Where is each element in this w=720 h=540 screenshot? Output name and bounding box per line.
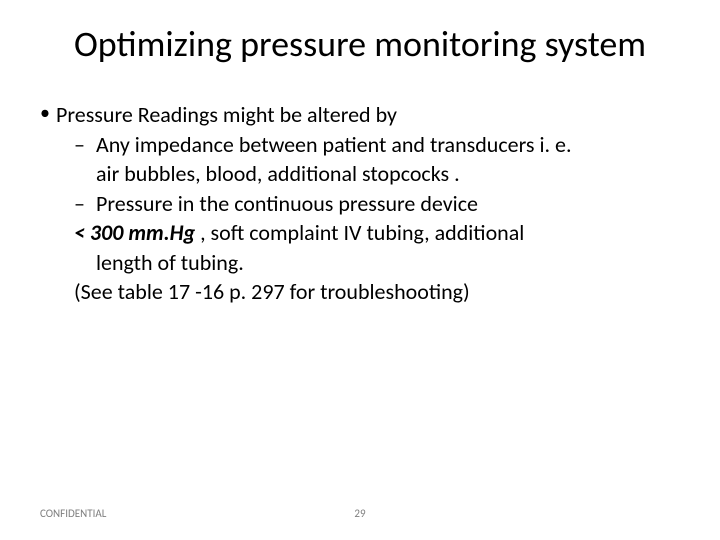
sub1-line1-text: Any impedance between patient and transd… — [96, 131, 572, 158]
note-line: (See table 17 -16 p. 297 for troubleshoo… — [34, 278, 690, 306]
bullet-level2: Any impedance between patient and transd… — [34, 131, 690, 159]
footer-page-number: 29 — [354, 507, 365, 520]
slide-body: Pressure Readings might be altered by An… — [30, 101, 690, 306]
slide-title: Optimizing pressure monitoring system — [30, 24, 690, 65]
bullet-main-text: Pressure Readings might be altered by — [56, 101, 397, 128]
sub1-line2-text: air bubbles, blood, additional stopcocks… — [96, 160, 460, 187]
bullet-level2-continuation: < 300 mm.Hg , soft complaint IV tubing, … — [34, 219, 690, 247]
bullet-level1: Pressure Readings might be altered by — [34, 101, 690, 129]
bullet-level2-continuation: length of tubing. — [34, 249, 690, 277]
slide-container: Optimizing pressure monitoring system Pr… — [0, 0, 720, 540]
sub2-line2-rest: , soft complaint IV tubing, additional — [195, 219, 524, 246]
sub2-line3-text: length of tubing. — [96, 249, 244, 276]
sub2-line2-bold: < 300 mm.Hg — [74, 219, 195, 246]
sub2-line1-text: Pressure in the continuous pressure devi… — [96, 190, 478, 217]
footer-confidential: CONFIDENTIAL — [40, 507, 106, 520]
note-text: (See table 17 -16 p. 297 for troubleshoo… — [74, 278, 470, 305]
bullet-level2: Pressure in the continuous pressure devi… — [34, 190, 690, 218]
bullet-level2-continuation: air bubbles, blood, additional stopcocks… — [34, 160, 690, 188]
